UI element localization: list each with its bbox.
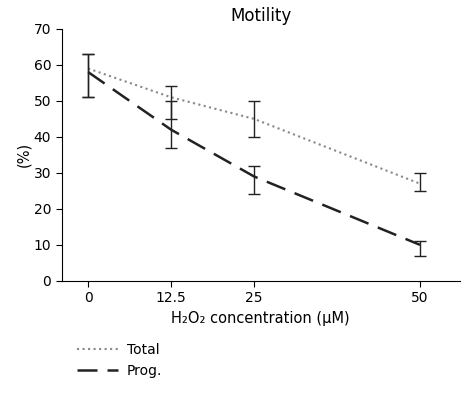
Line: Prog.: Prog. bbox=[88, 72, 420, 245]
Total bbox=[85, 66, 91, 71]
Prog. bbox=[85, 70, 91, 75]
Prog. bbox=[417, 242, 423, 247]
Total bbox=[251, 116, 257, 121]
Y-axis label: (%): (%) bbox=[16, 142, 31, 167]
Prog. bbox=[251, 174, 257, 179]
Title: Motility: Motility bbox=[230, 7, 292, 25]
Line: Total: Total bbox=[88, 69, 420, 184]
Total bbox=[417, 181, 423, 186]
X-axis label: H₂O₂ concentration (μM): H₂O₂ concentration (μM) bbox=[172, 311, 350, 326]
Legend: Total, Prog.: Total, Prog. bbox=[76, 343, 162, 378]
Total bbox=[168, 95, 174, 100]
Prog. bbox=[168, 127, 174, 132]
